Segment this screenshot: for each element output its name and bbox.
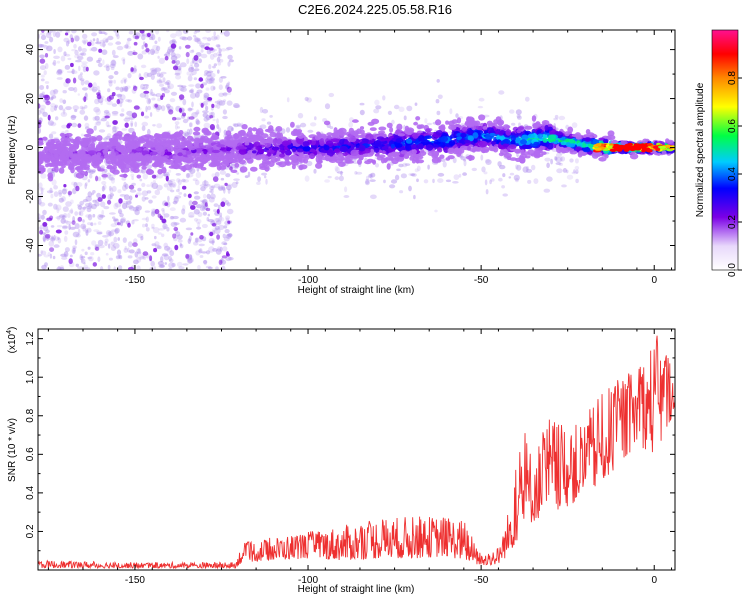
colorbar-tick-label: 0.6: [727, 119, 738, 133]
snr-x-axis-label: Height of straight line (km): [298, 584, 415, 595]
snr-y-tick-label: 0.4: [25, 485, 36, 499]
spectrogram-y-axis-label: Frequency (Hz): [7, 116, 18, 185]
snr-y-tick-label: 0.2: [25, 524, 36, 538]
snr-x-tick-label: 0: [651, 575, 657, 586]
spectrogram-y-tick-label: 40: [25, 44, 36, 56]
snr-y-axis-label: SNR (10 * v/v): [7, 418, 18, 482]
spectral-ridge: [38, 114, 675, 182]
colorbar-tick-label: 0.2: [727, 215, 738, 229]
snr-y-multiplier: (x104): [6, 327, 18, 354]
snr-x-tick-label: -50: [474, 575, 489, 586]
snr-x-tick-label: -100: [298, 575, 318, 586]
colorbar-tick-label: 0.8: [727, 71, 738, 85]
colorbar: 0.0 0.2 0.4 0.6 0.8 Normalized spectral ampl…: [695, 29, 742, 277]
colorbar-label: Normalized spectral amplitude: [695, 82, 706, 217]
snr-y-tick-label: 0.6: [25, 447, 36, 461]
spectrogram-y-tick-label: -40: [25, 238, 36, 253]
spectrogram-y-tick-label: -20: [25, 189, 36, 204]
snr-series-line: [38, 335, 675, 570]
spectrogram-x-axis-label: Height of straight line (km): [298, 285, 415, 296]
snr-x-tick-label: -150: [125, 575, 145, 586]
spectrogram-x-tick-label: -100: [298, 275, 318, 286]
colorbar-tick-label: 0.0: [727, 263, 738, 277]
snr-y-tick-label: 1.2: [25, 331, 36, 345]
spectrogram-y-tick-label: 20: [25, 93, 36, 105]
spectrogram-y-tick-label: 0: [25, 144, 36, 150]
chart-title: C2E6.2024.225.05.58.R16: [298, 2, 452, 17]
spectrogram-x-tick-label: 0: [651, 275, 657, 286]
snr-y-tick-label: 1.0: [25, 370, 36, 384]
spectrogram-x-tick-label: -150: [125, 275, 145, 286]
spectrogram-panel: -150 -100 -50 0 -40 -20 0 20 40 Height of straig…: [7, 29, 676, 296]
snr-y-tick-label: 0.8: [25, 408, 36, 422]
snr-panel: -150 -100 -50 0 0.2 0.4 0.6 0.8 1.0 1.2 Height of…: [6, 327, 676, 595]
snr-frame: [37, 328, 676, 571]
spectrogram-frame: [37, 29, 676, 271]
colorbar-gradient: [711, 29, 739, 271]
colorbar-tick-label: 0.4: [727, 167, 738, 181]
spectrogram-x-tick-label: -50: [474, 275, 489, 286]
